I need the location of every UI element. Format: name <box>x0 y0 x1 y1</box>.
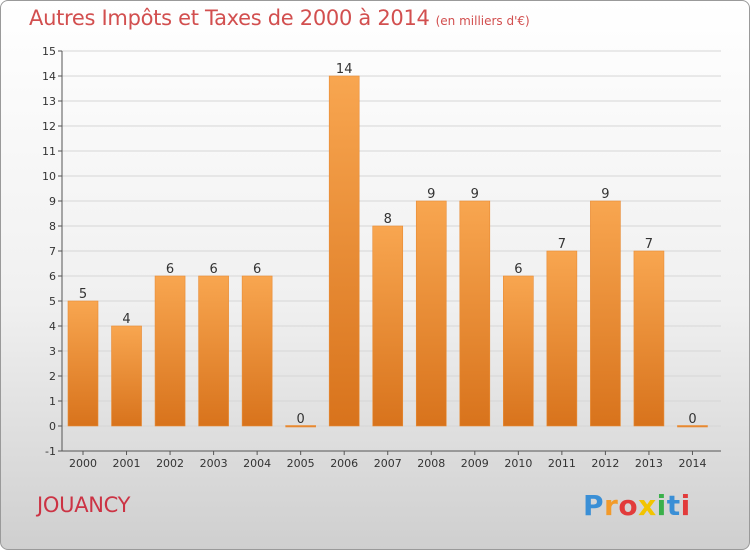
data-label-2009: 9 <box>471 187 479 202</box>
y-tick-label: 4 <box>49 320 56 333</box>
bar-2012 <box>590 200 621 427</box>
bar-2010 <box>503 275 534 427</box>
data-label-2010: 6 <box>514 262 522 277</box>
bar-2000 <box>67 300 99 427</box>
x-tick-label: 2007 <box>374 457 402 470</box>
x-tick-label: 2002 <box>156 457 184 470</box>
bar-2013 <box>633 250 665 427</box>
data-label-2008: 9 <box>427 187 435 202</box>
x-tick-label: 2013 <box>635 457 663 470</box>
x-tick-label: 2008 <box>417 457 445 470</box>
x-tick-label: 2000 <box>69 457 97 470</box>
x-tick-label: 2005 <box>287 457 315 470</box>
y-tick-label: 0 <box>49 420 56 433</box>
x-tick-label: 2010 <box>504 457 532 470</box>
x-tick-label: 2004 <box>243 457 271 470</box>
logo-letter: i <box>656 489 667 522</box>
x-tick-label: 2011 <box>548 457 576 470</box>
logo-letter: t <box>666 489 681 522</box>
y-tick-label: 7 <box>49 245 56 258</box>
logo-letter: x <box>638 489 657 522</box>
bar-2014 <box>677 425 708 428</box>
y-tick-label: 3 <box>49 345 56 358</box>
y-tick-label: 1 <box>49 395 56 408</box>
y-tick-label: 13 <box>42 95 56 108</box>
y-tick-label: 12 <box>42 120 56 133</box>
data-label-2005: 0 <box>297 412 305 427</box>
data-label-2012: 9 <box>601 187 609 202</box>
chart-title: Autres Impôts et Taxes de 2000 à 2014 <box>29 6 430 30</box>
y-tick-label: 14 <box>42 70 56 83</box>
data-label-2011: 7 <box>558 237 566 252</box>
data-label-2000: 5 <box>79 287 87 302</box>
data-label-2007: 8 <box>384 212 392 227</box>
data-label-2002: 6 <box>166 262 174 277</box>
y-tick-label: 9 <box>49 195 56 208</box>
logo-letter: o <box>618 489 639 522</box>
bar-2008 <box>415 200 447 427</box>
data-label-2004: 6 <box>253 262 261 277</box>
bar-2002 <box>154 275 186 427</box>
data-labels: 5 4 6 6 6 0 14 8 9 9 6 7 9 7 0 <box>79 62 697 427</box>
data-label-2001: 4 <box>122 312 130 327</box>
data-label-2013: 7 <box>645 237 653 252</box>
bar-2001 <box>111 325 142 427</box>
logo-letter: i <box>680 489 691 522</box>
logo-letter: r <box>604 489 619 522</box>
y-tick-label: 10 <box>42 170 56 183</box>
bar-2009 <box>459 200 491 427</box>
y-tick-label: 15 <box>42 45 56 58</box>
data-label-2014: 0 <box>688 412 696 427</box>
data-label-2003: 6 <box>209 262 217 277</box>
x-tick-label: 2006 <box>330 457 358 470</box>
chart-unit: (en milliers d'€) <box>435 14 530 28</box>
bars <box>67 75 708 428</box>
x-tick-label: 2012 <box>591 457 619 470</box>
bar-2004 <box>241 275 273 427</box>
x-tick-label: 2001 <box>113 457 141 470</box>
bar-2005 <box>285 425 316 428</box>
x-tick-label: 2014 <box>678 457 706 470</box>
y-tick-label: 5 <box>49 295 56 308</box>
bar-2007 <box>372 225 404 427</box>
logo-letter: P <box>583 489 605 522</box>
bar-2006 <box>328 75 360 427</box>
y-tick-label: 8 <box>49 220 56 233</box>
proxiti-logo: Proxiti <box>583 489 691 522</box>
bar-2003 <box>198 275 229 427</box>
x-tick-label: 2009 <box>461 457 489 470</box>
bar-2011 <box>546 250 578 427</box>
y-tick-label: 2 <box>49 370 56 383</box>
data-label-2006: 14 <box>336 62 353 77</box>
x-tick-label: 2003 <box>200 457 228 470</box>
y-tick-label: 11 <box>42 145 56 158</box>
town-name: JOUANCY <box>37 493 131 517</box>
chart-title-block: Autres Impôts et Taxes de 2000 à 2014 (en… <box>29 6 530 30</box>
y-tick-label: -1 <box>45 445 56 458</box>
y-tick-label: 6 <box>49 270 56 283</box>
